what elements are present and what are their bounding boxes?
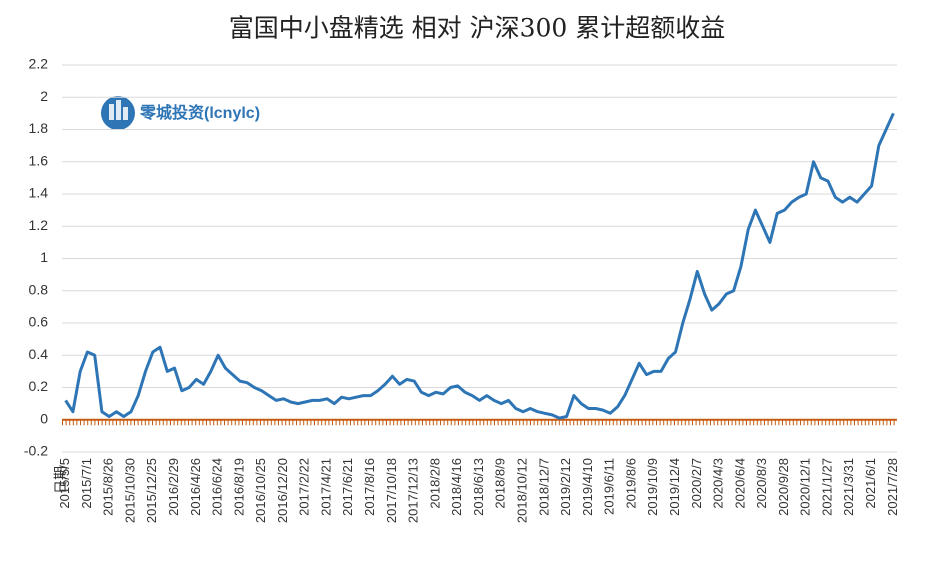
y-tick-label: 0.8 bbox=[29, 281, 49, 297]
x-tick-label: 2018/6/13 bbox=[471, 458, 486, 516]
x-tick-label: 2019/6/11 bbox=[602, 458, 617, 515]
y-tick-label: 2.2 bbox=[29, 56, 49, 72]
x-tick-label: 2017/10/18 bbox=[384, 458, 399, 523]
y-tick-label: 0 bbox=[40, 410, 48, 426]
x-tick-label: 2016/4/26 bbox=[188, 458, 203, 516]
y-tick-label: 1.6 bbox=[29, 152, 49, 168]
x-tick-label: 2015/12/25 bbox=[144, 458, 159, 523]
x-tick-label: 2019/2/12 bbox=[558, 458, 573, 516]
y-tick-label: -0.2 bbox=[24, 443, 48, 459]
x-tick-label: 2019/10/9 bbox=[645, 458, 660, 516]
x-tick-label: 2021/3/31 bbox=[841, 458, 856, 516]
x-tick-label: 2017/4/21 bbox=[318, 458, 333, 516]
x-tick-label: 2016/8/19 bbox=[231, 458, 246, 516]
x-tick-label: 2017/12/13 bbox=[406, 458, 421, 523]
y-tick-label: 0.6 bbox=[29, 314, 49, 330]
x-tick-label: 2020/2/7 bbox=[689, 458, 704, 509]
x-tick-label: 2020/8/3 bbox=[754, 458, 769, 509]
x-tick-label: 2016/10/25 bbox=[253, 458, 268, 523]
x-tick-label: 2020/9/28 bbox=[776, 458, 791, 516]
x-tick-label: 2019/12/4 bbox=[667, 458, 682, 516]
x-tick-label: 2018/8/9 bbox=[493, 458, 508, 509]
chart-title: 富国中小盘精选 相对 沪深300 累计超额收益 bbox=[229, 14, 726, 43]
x-tick-label: 2015/8/26 bbox=[101, 458, 116, 516]
watermark-logo bbox=[101, 96, 135, 130]
x-tick-label: 2018/10/12 bbox=[515, 458, 530, 523]
x-tick-label: 2015/7/1 bbox=[79, 458, 94, 509]
x-tick-label: 2016/2/29 bbox=[166, 458, 181, 516]
x-tick-label: 2020/6/4 bbox=[732, 458, 747, 509]
x-tick-label: 2021/6/1 bbox=[863, 458, 878, 509]
x-axis-title: 日期 bbox=[53, 466, 69, 494]
x-tick-label: 2017/6/21 bbox=[340, 458, 355, 516]
y-tick-label: 1.8 bbox=[29, 120, 49, 136]
y-tick-label: 2 bbox=[40, 88, 48, 104]
x-tick-label: 2015/5/5 bbox=[57, 458, 72, 509]
x-tick-label: 2017/8/16 bbox=[362, 458, 377, 516]
x-tick-label: 2015/10/30 bbox=[122, 458, 137, 523]
x-tick-label: 2019/8/6 bbox=[623, 458, 638, 509]
x-tick-label: 2018/2/8 bbox=[427, 458, 442, 509]
y-tick-label: 1.4 bbox=[29, 185, 49, 201]
y-tick-label: 0.4 bbox=[29, 346, 49, 362]
x-tick-label: 2021/7/28 bbox=[885, 458, 900, 516]
watermark: 零城投资(lcnylc) bbox=[139, 103, 260, 122]
y-tick-label: 1 bbox=[40, 249, 48, 265]
y-tick-label: 1.2 bbox=[29, 217, 49, 233]
x-tick-label: 2019/4/10 bbox=[580, 458, 595, 516]
x-tick-label: 2018/4/16 bbox=[449, 458, 464, 516]
y-tick-label: 0.2 bbox=[29, 378, 49, 394]
x-tick-label: 2021/1/27 bbox=[819, 458, 834, 516]
x-tick-label: 2018/12/7 bbox=[536, 458, 551, 516]
x-tick-label: 2016/12/20 bbox=[275, 458, 290, 523]
x-tick-label: 2017/2/22 bbox=[297, 458, 312, 516]
x-tick-label: 2020/12/1 bbox=[798, 458, 813, 516]
x-tick-label: 2016/6/24 bbox=[210, 458, 225, 516]
line bbox=[64, 112, 895, 420]
x-tick-label: 2020/4/3 bbox=[711, 458, 726, 509]
